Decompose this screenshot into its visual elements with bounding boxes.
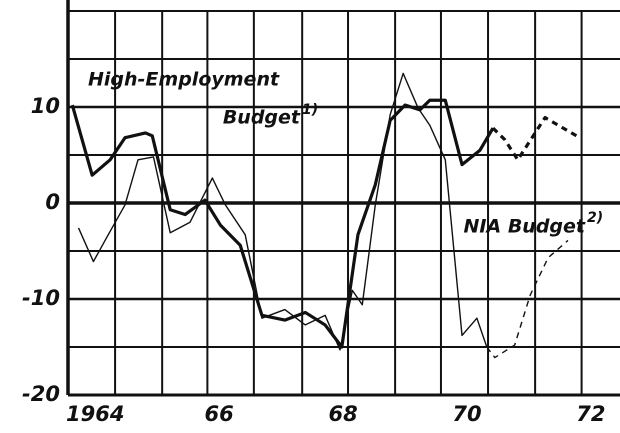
y-tick-label: -20	[22, 382, 60, 406]
y-tick-label: 10	[31, 94, 60, 118]
y-tick-label: 0	[45, 190, 60, 214]
x-tick-label: 1964	[66, 402, 124, 426]
x-tick-label: 70	[452, 402, 481, 426]
x-tick-label: 66	[205, 402, 234, 426]
x-tick-label: 72	[576, 402, 605, 426]
series-line	[77, 72, 488, 351]
x-tick-label: 68	[328, 402, 357, 426]
projected-line	[491, 115, 581, 162]
y-tick-label: -10	[22, 286, 60, 310]
annotation: NIA Budget	[464, 216, 586, 238]
footnote-mark: 2)	[587, 210, 603, 226]
annotation: Budget	[223, 107, 301, 129]
projected-line	[486, 239, 569, 359]
series-line	[70, 98, 495, 349]
footnote-mark: 1)	[302, 102, 318, 118]
annotation: High-Employment	[88, 69, 280, 91]
